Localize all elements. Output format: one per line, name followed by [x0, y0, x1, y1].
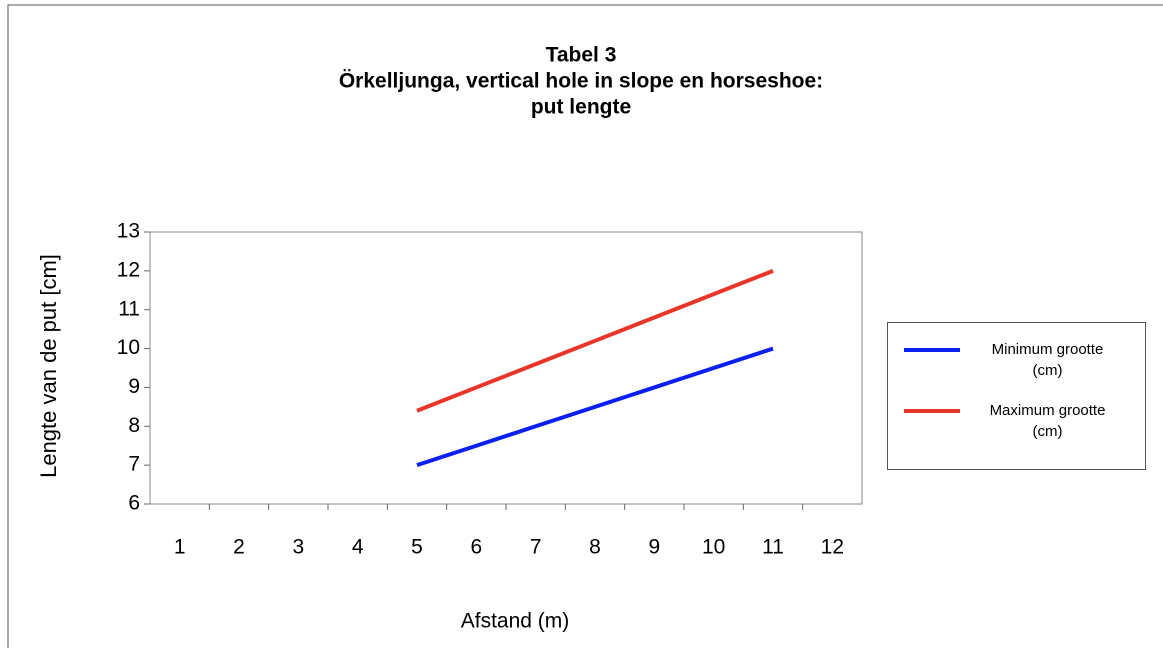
chart-title: Tabel 3 [546, 44, 617, 67]
plot-area [149, 231, 863, 505]
series-line [416, 346, 774, 468]
x-tick-label: 9 [648, 536, 660, 559]
legend-label-box: Maximum grootte (cm) [960, 400, 1135, 442]
legend-label: Maximum grootte (cm) [989, 402, 1106, 440]
x-tick-label: 4 [352, 536, 364, 559]
y-tick-label: 6 [128, 492, 140, 515]
legend-label: Minimum grootte (cm) [991, 341, 1104, 379]
x-tick-label: 3 [292, 536, 304, 559]
y-tick-label: 10 [117, 336, 140, 359]
legend: Minimum grootte (cm) Maximum grootte (cm) [887, 322, 1146, 470]
y-tick-label: 7 [128, 453, 140, 476]
series-line [416, 268, 774, 413]
legend-label-box: Minimum grootte (cm) [960, 339, 1135, 381]
x-tick-label: 8 [589, 536, 601, 559]
y-tick-label: 13 [117, 220, 140, 243]
x-tick-label: 12 [821, 536, 844, 559]
chart-title: Örkelljunga, vertical hole in slope en h… [339, 70, 823, 93]
y-tick-label: 12 [117, 258, 140, 281]
x-tick-label: 11 [762, 536, 784, 559]
y-axis-label: Lengte van de put [cm] [36, 254, 61, 478]
y-tick-label: 11 [118, 297, 140, 320]
x-tick-label: 2 [233, 536, 245, 559]
x-tick-label: 5 [411, 536, 423, 559]
x-axis-label: Afstand (m) [461, 610, 570, 633]
legend-entry: Maximum grootte (cm) [904, 400, 1135, 442]
legend-entry: Minimum grootte (cm) [904, 339, 1135, 381]
x-tick-label: 7 [530, 536, 542, 559]
legend-swatch [904, 409, 960, 413]
x-tick-label: 10 [702, 536, 725, 559]
legend-swatch [904, 348, 960, 352]
y-tick-label: 9 [128, 375, 140, 398]
x-tick-label: 6 [470, 536, 482, 559]
x-tick-label: 1 [174, 536, 186, 559]
frame [7, 4, 1163, 648]
y-tick-label: 8 [128, 414, 140, 437]
chart-title: put lengte [531, 96, 631, 119]
